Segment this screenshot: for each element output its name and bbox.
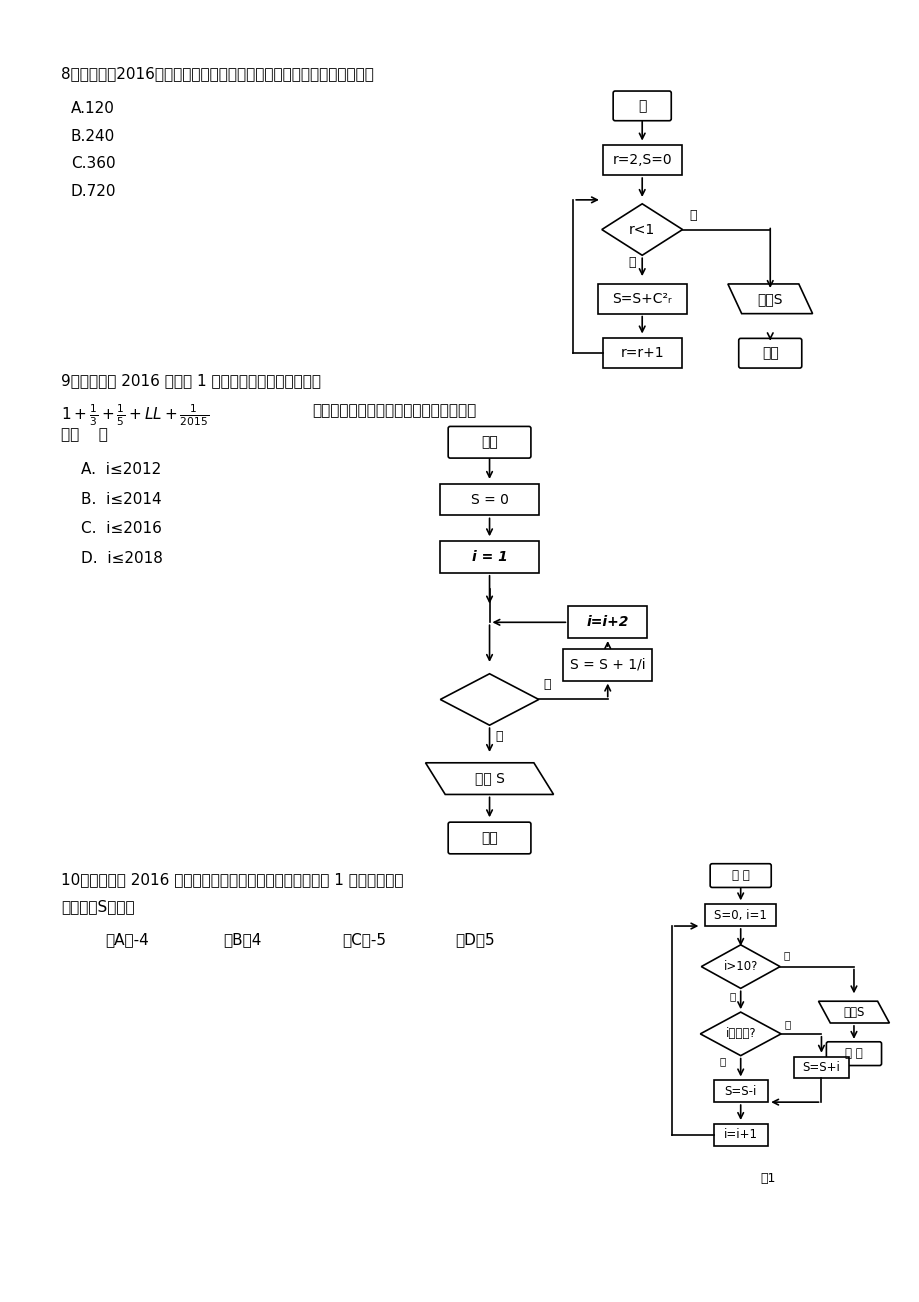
Text: 输出S: 输出S	[756, 292, 782, 306]
Text: S=S+i: S=S+i	[801, 1061, 839, 1074]
Text: 8、（汕尾刨2016届高三上期末）如图，该程序运行后输出的结果是（）: 8、（汕尾刨2016届高三上期末）如图，该程序运行后输出的结果是（）	[61, 66, 374, 81]
Bar	[440, 542, 539, 573]
FancyBboxPatch shape	[709, 863, 770, 888]
Text: 是: 是	[783, 949, 789, 960]
Text: D.  i≤2018: D. i≤2018	[81, 551, 163, 566]
Polygon shape	[700, 945, 779, 988]
Text: B.  i≤2014: B. i≤2014	[81, 492, 161, 506]
FancyBboxPatch shape	[448, 822, 530, 854]
Bar	[793, 1057, 847, 1078]
Text: （B）4: （B）4	[223, 932, 262, 947]
Bar	[713, 1124, 767, 1146]
Text: r=r+1: r=r+1	[619, 346, 664, 361]
Text: i = 1: i = 1	[471, 549, 507, 564]
Text: 是: 是	[628, 255, 635, 268]
Text: C.360: C.360	[71, 156, 116, 172]
Text: A.  i≤2012: A. i≤2012	[81, 462, 161, 477]
FancyBboxPatch shape	[448, 427, 530, 458]
Polygon shape	[440, 673, 539, 725]
Text: 结 束: 结 束	[845, 1047, 862, 1060]
Bar	[562, 648, 652, 681]
Text: B.240: B.240	[71, 129, 115, 143]
Polygon shape	[601, 204, 682, 255]
Bar	[602, 146, 681, 176]
Bar	[602, 339, 681, 368]
Text: 否: 否	[784, 1019, 790, 1029]
Text: S=S+C²ᵣ: S=S+C²ᵣ	[612, 292, 671, 306]
Text: 是: 是	[542, 678, 550, 691]
Text: S = S + 1/i: S = S + 1/i	[569, 658, 645, 672]
Text: 开: 开	[637, 99, 646, 113]
Text: （C）-5: （C）-5	[342, 932, 385, 947]
Text: 开始: 开始	[481, 435, 497, 449]
Text: r<1: r<1	[629, 223, 654, 237]
FancyBboxPatch shape	[612, 91, 671, 121]
Text: 输出S: 输出S	[843, 1005, 864, 1018]
FancyBboxPatch shape	[825, 1042, 880, 1065]
Text: 的値的程序框图，其中判断框内应填入的: 的値的程序框图，其中判断框内应填入的	[312, 402, 476, 418]
Bar	[568, 607, 646, 638]
Text: 输出 S: 输出 S	[474, 772, 504, 785]
Text: 结束: 结束	[761, 346, 777, 361]
Text: r=2,S=0: r=2,S=0	[612, 154, 671, 167]
Text: 开 始: 开 始	[731, 868, 749, 881]
Text: 否: 否	[495, 729, 503, 742]
Text: i=i+2: i=i+2	[586, 616, 629, 629]
Text: S=0, i=1: S=0, i=1	[713, 909, 766, 922]
Text: C.  i≤2016: C. i≤2016	[81, 521, 162, 536]
Text: 结束: 结束	[481, 831, 497, 845]
Text: 图，输出S的値是: 图，输出S的値是	[61, 900, 134, 914]
Text: i>10?: i>10?	[722, 960, 757, 973]
Text: $1+\frac{1}{3}+\frac{1}{5}+LL+\frac{1}{2015}$: $1+\frac{1}{3}+\frac{1}{5}+LL+\frac{1}{2…	[61, 402, 209, 428]
Text: i是偶数?: i是偶数?	[724, 1027, 755, 1040]
Text: S = 0: S = 0	[471, 492, 508, 506]
Text: 否: 否	[729, 991, 735, 1001]
Text: A.120: A.120	[71, 102, 115, 116]
Text: （A）-4: （A）-4	[106, 932, 149, 947]
Text: 9、（韶关市 2016 届高三 1 月调研）如图给出的是计算: 9、（韶关市 2016 届高三 1 月调研）如图给出的是计算	[61, 372, 321, 388]
Text: S=S-i: S=S-i	[724, 1085, 756, 1098]
Polygon shape	[425, 763, 553, 794]
Text: i=i+1: i=i+1	[723, 1129, 757, 1142]
Bar	[705, 905, 776, 926]
Bar	[713, 1081, 767, 1101]
Text: 是: 是	[719, 1057, 725, 1066]
Polygon shape	[818, 1001, 889, 1023]
Bar	[597, 284, 686, 314]
Polygon shape	[699, 1012, 780, 1056]
Polygon shape	[727, 284, 811, 314]
FancyBboxPatch shape	[738, 339, 800, 368]
Text: 是（    ）: 是（ ）	[61, 427, 108, 443]
Text: 10、（肇庆市 2016 届高三第二次统测（期末））执行如图 1 所示的程序框: 10、（肇庆市 2016 届高三第二次统测（期末））执行如图 1 所示的程序框	[61, 872, 403, 888]
Text: 图1: 图1	[760, 1172, 775, 1185]
Text: （D）5: （D）5	[455, 932, 494, 947]
Text: 否: 否	[689, 210, 697, 223]
Bar	[440, 484, 539, 516]
Text: D.720: D.720	[71, 184, 117, 199]
